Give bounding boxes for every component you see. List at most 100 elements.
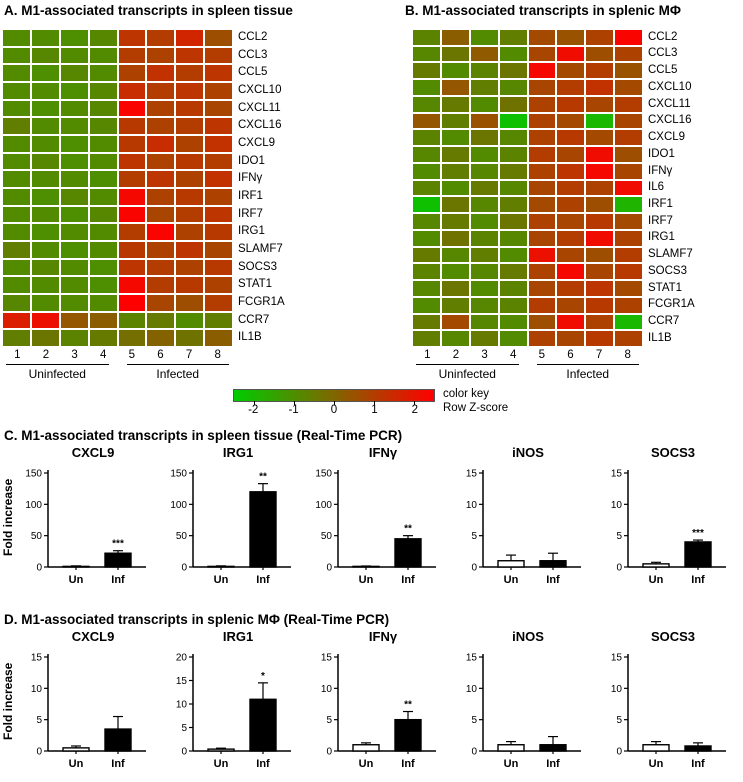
bar-chart-iNOS: iNOS 0 5 10 15 Un Inf: [447, 629, 587, 775]
sample-column-number: 5: [538, 349, 546, 361]
heatmap-cell: [615, 214, 642, 229]
x-category-label: Un: [359, 574, 374, 586]
chart-plot-area: 0 50 100 150 Un Inf **: [315, 469, 436, 586]
heatmap-cell: [205, 100, 232, 117]
heatmap-cell: [3, 330, 30, 346]
heatmap-cell: [470, 180, 498, 196]
heatmap-cell: [470, 113, 498, 129]
heatmap-cell: [528, 264, 556, 280]
bar-inf: [539, 744, 567, 752]
heatmap-cell: [89, 206, 117, 223]
x-category-label: Inf: [401, 758, 415, 770]
heatmap-cell: [470, 264, 498, 280]
heatmap-cell: [413, 30, 440, 45]
heatmap-cell: [31, 206, 59, 223]
x-category-label: Un: [69, 758, 84, 770]
heatmap-cell: [31, 118, 59, 134]
heatmap-spleen-tissue: [3, 30, 232, 346]
heatmap-cell: [586, 113, 614, 129]
bar-chart-SOCS3: SOCS3 0 5 10 15 Un Inf ***: [592, 445, 732, 591]
heatmap-cell: [557, 163, 585, 179]
bar-inf: [249, 491, 277, 568]
heatmap-cell: [31, 330, 59, 346]
heatmap-cell: [89, 189, 117, 205]
bar-inf: [104, 728, 132, 752]
heatmap-cell: [89, 83, 117, 99]
sample-column-number: 2: [452, 349, 460, 361]
heatmap-cell: [470, 247, 498, 263]
heatmap-cell: [499, 130, 527, 146]
heatmap-cell: [3, 206, 30, 223]
heatmap-cell: [528, 214, 556, 229]
heatmap-cell: [441, 297, 469, 313]
sample-column-number: 1: [14, 349, 21, 361]
heatmap-cell: [60, 65, 88, 81]
x-category-label: Un: [649, 574, 664, 586]
x-category-label: Inf: [111, 758, 125, 770]
heatmap-cell: [176, 83, 204, 99]
heatmap-cell: [205, 153, 232, 170]
heatmap-cell: [557, 314, 585, 330]
heatmap-cell: [586, 130, 614, 146]
heatmap-cell: [499, 80, 527, 95]
heatmap-cell: [205, 224, 232, 240]
heatmap-cell: [176, 224, 204, 240]
gene-label: CCL5: [238, 66, 268, 79]
heatmap-cell: [31, 295, 59, 311]
heatmap-cell: [205, 171, 232, 187]
gene-label: CXCL11: [238, 101, 281, 114]
chart-plot-area: 0 5 10 15 Un Inf ***: [611, 469, 726, 586]
bar-inf: [539, 560, 567, 568]
bar-inf: [104, 552, 132, 568]
chart-title: IFNγ: [368, 629, 398, 644]
heatmap-cell: [413, 314, 440, 330]
gene-label: CCL5: [648, 64, 678, 77]
gene-label: SOCS3: [648, 264, 687, 277]
heatmap-cell: [176, 100, 204, 117]
y-tick-label: 20: [176, 653, 188, 664]
y-tick-label: 150: [170, 469, 187, 480]
chart-plot-area: 0 5 10 15 Un Inf: [31, 653, 146, 770]
bar-chart-iNOS: iNOS 0 5 10 15 Un Inf: [447, 445, 587, 591]
heatmap-cell: [89, 136, 117, 152]
x-category-label: Inf: [546, 574, 560, 586]
heatmap-cell: [60, 312, 88, 329]
significance-stars: ***: [692, 528, 704, 539]
heatmap-cell: [499, 63, 527, 79]
heatmap-cell: [205, 312, 232, 329]
gene-label: SLAMF7: [648, 248, 693, 261]
heatmap-cell: [441, 314, 469, 330]
heatmap-cell: [147, 83, 175, 99]
heatmap-cell: [615, 163, 642, 179]
heatmap-cell: [499, 197, 527, 213]
heatmap-cell: [470, 214, 498, 229]
heatmap-cell: [499, 46, 527, 62]
heatmap-macrophage-sample-numbers: 1 2 3 4 5 6 7 8: [413, 349, 642, 361]
heatmap-cell: [31, 171, 59, 187]
heatmap-cell: [147, 47, 175, 64]
gene-label: CCR7: [238, 313, 270, 326]
heatmap-cell: [176, 136, 204, 152]
heatmap-cell: [557, 80, 585, 95]
heatmap-cell: [441, 197, 469, 213]
heatmap-cell: [147, 189, 175, 205]
heatmap-cell: [528, 197, 556, 213]
chart-plot-area: 0 50 100 150 Un Inf **: [170, 469, 291, 586]
heatmap-cell: [205, 30, 232, 46]
heatmap-cell: [557, 281, 585, 296]
heatmap-cell: [615, 314, 642, 330]
chart-title: IFNγ: [368, 445, 398, 460]
heatmap-cell: [60, 259, 88, 276]
bar-un: [642, 744, 670, 752]
heatmap-cell: [31, 153, 59, 170]
y-tick-label: 150: [25, 469, 42, 480]
heatmap-cell: [441, 230, 469, 246]
y-tick-label: 15: [466, 653, 478, 664]
heatmap-cell: [413, 96, 440, 112]
heatmap-cell: [528, 180, 556, 196]
heatmap-cell: [470, 147, 498, 162]
heatmap-cell: [615, 180, 642, 196]
heatmap-cell: [3, 100, 30, 117]
heatmap-cell: [60, 171, 88, 187]
